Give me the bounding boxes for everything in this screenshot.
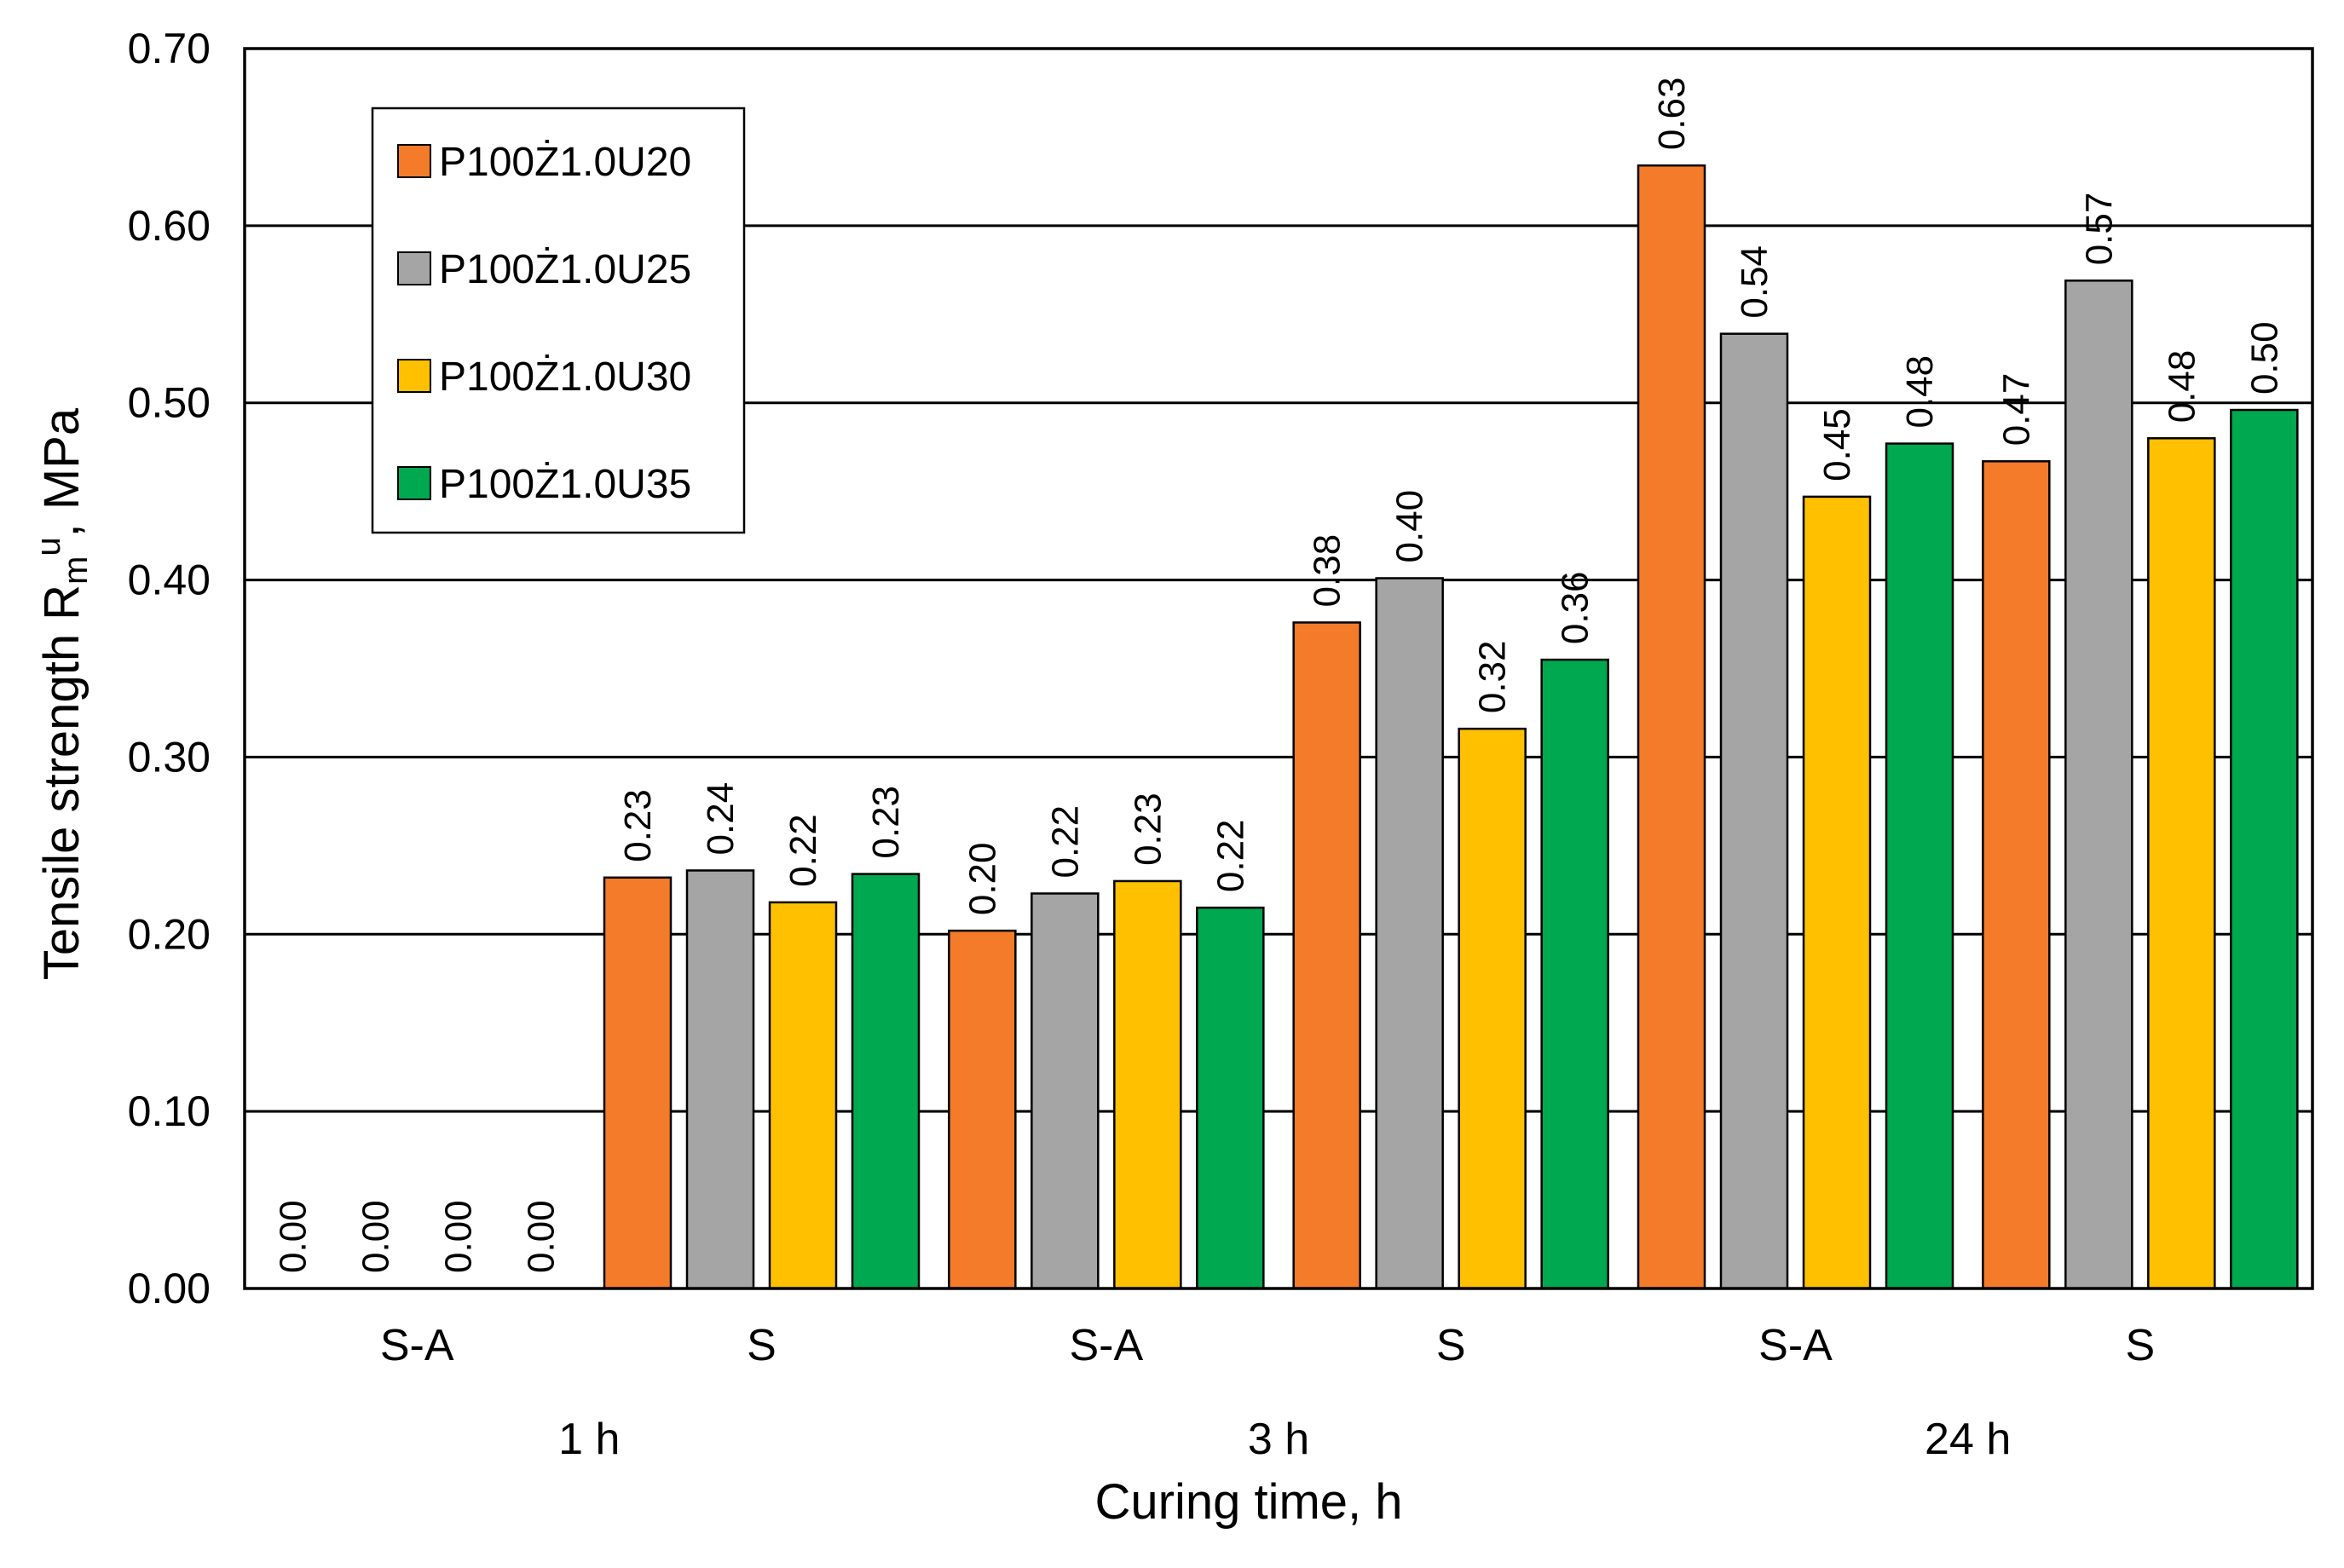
data-label: 0.20 <box>961 842 1003 915</box>
bar-P100Ż1.0U20-3 <box>1292 621 1361 1290</box>
legend-swatch <box>397 359 431 393</box>
y-tick-label: 0.20 <box>128 910 211 958</box>
x-category-label: S-A <box>380 1321 454 1370</box>
bar-P100Ż1.0U25-4 <box>1719 332 1789 1290</box>
y-axis-title-suffix: , MPa <box>34 407 89 537</box>
y-tick-label: 0.40 <box>128 556 211 604</box>
data-label: 0.23 <box>865 786 907 859</box>
data-label: 0.47 <box>1995 373 2037 447</box>
x-group-labels: 1 h 3 h 24 h <box>558 1415 2011 1464</box>
legend-swatch <box>397 251 431 285</box>
x-category-label: S-A <box>1069 1321 1143 1370</box>
bar-P100Ż1.0U25-2 <box>1031 892 1100 1290</box>
data-label: 0.63 <box>1651 78 1693 151</box>
legend-swatch <box>397 144 431 178</box>
x-group-label: 24 h <box>1925 1415 2011 1464</box>
data-label: 0.54 <box>1734 245 1775 319</box>
x-group-label: 1 h <box>558 1415 620 1464</box>
data-label: 0.24 <box>700 782 742 856</box>
y-tick-label: 0.60 <box>128 202 211 250</box>
data-label: 0.22 <box>782 814 824 887</box>
legend-box <box>371 107 746 534</box>
x-category-label: S <box>2125 1321 2155 1370</box>
legend-label: P100Ż1.0U35 <box>439 462 691 507</box>
bar-P100Ż1.0U35-5 <box>2230 408 2299 1290</box>
bar-P100Ż1.0U30-2 <box>1113 879 1182 1290</box>
y-axis-title-main: Tensile strength R <box>34 585 89 980</box>
bars <box>603 164 2299 1290</box>
data-label: 0.00 <box>355 1200 397 1273</box>
y-axis-title-subscript: m <box>57 556 95 585</box>
data-label: 0.50 <box>2243 321 2285 395</box>
data-label: 0.32 <box>1472 641 1514 714</box>
bar-P100Ż1.0U20-2 <box>948 929 1017 1290</box>
data-label: 0.38 <box>1307 534 1348 608</box>
data-label: 0.22 <box>1210 819 1251 892</box>
bar-P100Ż1.0U30-4 <box>1802 495 1872 1290</box>
bar-P100Ż1.0U20-5 <box>1982 460 2051 1290</box>
bar-P100Ż1.0U25-5 <box>2064 280 2133 1290</box>
bar-P100Ż1.0U25-1 <box>685 869 755 1290</box>
bar-P100Ż1.0U30-5 <box>2147 437 2216 1290</box>
data-label: 0.40 <box>1389 490 1431 563</box>
data-label: 0.23 <box>617 789 659 862</box>
bar-P100Ż1.0U20-1 <box>603 876 673 1290</box>
data-label: 0.00 <box>273 1200 315 1273</box>
y-tick-label: 0.00 <box>128 1265 211 1312</box>
x-category-label: S <box>747 1321 777 1370</box>
y-axis-title-superscript: u <box>30 537 67 556</box>
data-label: 0.23 <box>1127 793 1169 866</box>
legend-label: P100Ż1.0U20 <box>439 140 691 185</box>
data-labels: 0.00 0.00 0.00 0.00 0.23 0.24 0.22 0.23 0.20 0.22… <box>273 78 2286 1273</box>
y-tick-labels: 0.00 0.10 0.20 0.30 0.40 0.50 0.60 0.70 <box>128 25 211 1312</box>
bar-P100Ż1.0U30-3 <box>1458 727 1527 1290</box>
x-category-labels: S-A S S-A S S-A S <box>380 1321 2155 1370</box>
bar-P100Ż1.0U35-2 <box>1196 906 1265 1290</box>
legend: P100Ż1.0U20 P100Ż1.0U25 P100Ż1.0U30 P100Ż1.… <box>371 107 746 534</box>
bar-P100Ż1.0U30-1 <box>768 901 838 1290</box>
data-label: 0.45 <box>1816 408 1858 481</box>
plot-frame <box>243 47 2314 1290</box>
data-label: 0.48 <box>1899 355 1941 429</box>
x-category-label: S-A <box>1758 1321 1833 1370</box>
data-label: 0.36 <box>1555 571 1596 644</box>
x-category-label: S <box>1436 1321 1466 1370</box>
legend-label: P100Ż1.0U25 <box>439 247 691 292</box>
y-tick-label: 0.10 <box>128 1087 211 1135</box>
data-label: 0.00 <box>438 1200 480 1273</box>
bar-P100Ż1.0U35-1 <box>851 873 921 1290</box>
y-tick-label: 0.30 <box>128 733 211 781</box>
data-label: 0.48 <box>2161 350 2203 424</box>
x-axis-title: Curing time, h <box>1094 1474 1402 1530</box>
bar-P100Ż1.0U20-4 <box>1637 164 1706 1290</box>
legend-label: P100Ż1.0U30 <box>439 355 691 400</box>
y-tick-label: 0.50 <box>128 379 211 427</box>
y-tick-label: 0.70 <box>128 25 211 72</box>
bar-P100Ż1.0U35-4 <box>1885 442 1954 1290</box>
data-label: 0.22 <box>1044 805 1086 879</box>
y-axis-title: Tensile strength Rmu, MPa <box>30 407 95 980</box>
data-label: 0.57 <box>2078 193 2120 266</box>
data-label: 0.00 <box>521 1200 563 1273</box>
bar-P100Ż1.0U35-3 <box>1540 658 1609 1290</box>
bar-P100Ż1.0U25-3 <box>1375 577 1444 1290</box>
x-group-label: 3 h <box>1248 1415 1309 1464</box>
legend-swatch <box>397 466 431 500</box>
